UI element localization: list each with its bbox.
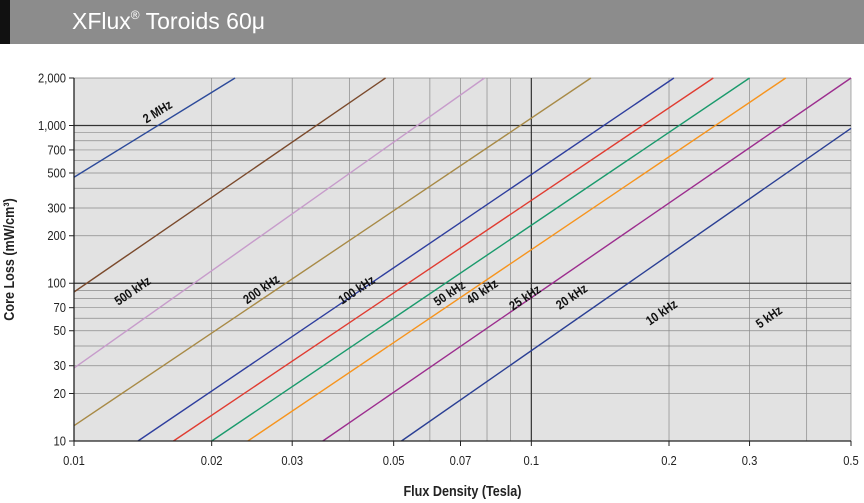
- x-axis-title: Flux Density (Tesla): [403, 482, 521, 499]
- x-tick-label: 0.3: [742, 453, 758, 468]
- series-line: [211, 77, 750, 442]
- series-line: [73, 77, 386, 293]
- series-line: [73, 77, 485, 369]
- series-line: [322, 77, 852, 442]
- title-bar: XFlux® Toroids 60μ: [0, 0, 864, 44]
- y-tick-label: 1,000: [38, 118, 66, 133]
- series-line: [73, 77, 592, 427]
- title-bar-accent: [0, 0, 10, 44]
- page-title: XFlux® Toroids 60μ: [72, 8, 265, 34]
- x-tick-label: 0.01: [63, 453, 85, 468]
- y-tick-label: 300: [47, 201, 66, 216]
- y-tick-label: 10: [54, 434, 67, 449]
- y-tick-label: 20: [54, 386, 67, 401]
- x-tick-label: 0.2: [661, 453, 677, 468]
- y-tick-label: 500: [47, 166, 66, 181]
- x-tick-label: 0.03: [281, 453, 303, 468]
- y-tick-label: 70: [54, 300, 67, 315]
- y-tick-label: 2,000: [38, 71, 66, 86]
- x-tick-label: 0.07: [450, 453, 472, 468]
- series-line: [73, 77, 236, 178]
- y-tick-label: 100: [47, 276, 66, 291]
- series-line: [137, 77, 675, 442]
- y-axis-title: Core Loss (mW/cm³): [0, 198, 17, 320]
- plot-area: [74, 78, 851, 441]
- series-line: [247, 77, 787, 442]
- series-line: [401, 127, 852, 442]
- x-tick-label: 0.02: [201, 453, 223, 468]
- x-tick-label: 0.05: [383, 453, 405, 468]
- series-line: [173, 77, 714, 442]
- x-tick-label: 0.5: [843, 453, 859, 468]
- y-tick-label: 200: [47, 228, 66, 243]
- y-tick-label: 700: [47, 143, 66, 158]
- y-tick-label: 50: [54, 323, 67, 338]
- y-tick-label: 30: [54, 358, 67, 373]
- x-tick-label: 0.1: [524, 453, 540, 468]
